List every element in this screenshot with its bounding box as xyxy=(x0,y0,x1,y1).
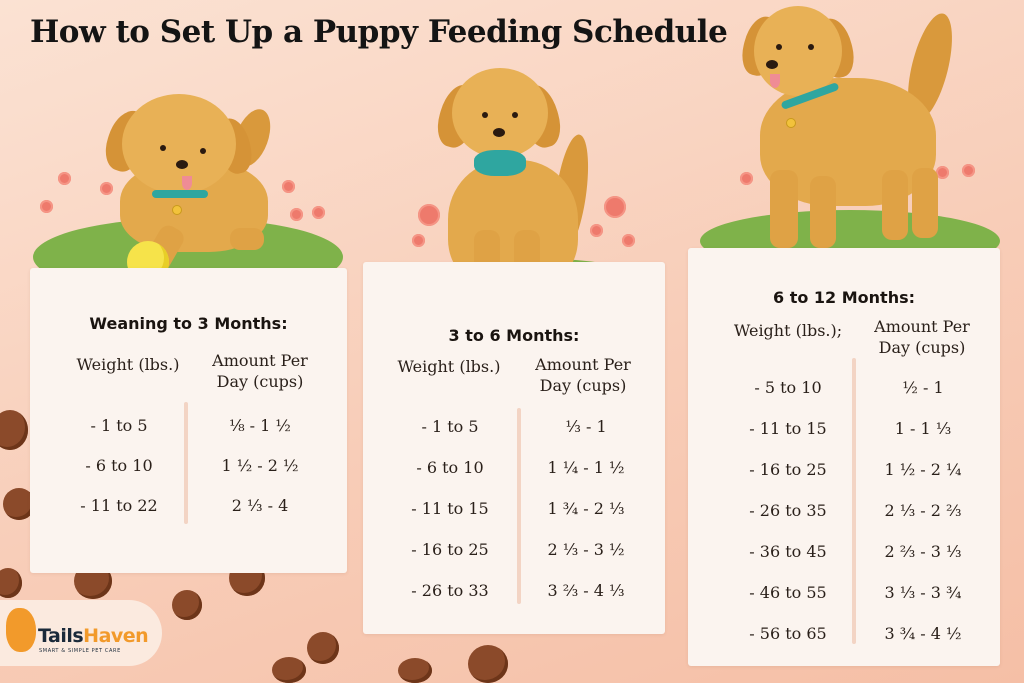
table-row: - 6 to 10 1 ¼ - 1 ½ xyxy=(363,458,665,480)
kibble-decoration xyxy=(172,590,202,620)
weight-value: - 16 to 25 xyxy=(411,540,489,559)
weight-header: Weight (lbs.) xyxy=(76,355,180,374)
flower-decoration xyxy=(936,166,949,179)
amount-header-line1: Amount Per xyxy=(212,351,308,370)
amount-value: 3 ⅔ - 4 ⅓ xyxy=(547,581,625,600)
amount-header-line2: Day (cups) xyxy=(878,338,966,357)
column-divider xyxy=(517,408,521,604)
amount-value: ½ - 1 xyxy=(902,378,944,397)
amount-value: 3 ⅓ - 3 ¾ xyxy=(884,583,962,602)
kibble-decoration xyxy=(398,658,432,683)
weight-value: - 16 to 25 xyxy=(749,460,827,479)
flower-decoration xyxy=(740,172,753,185)
amount-value: 1 ¾ - 2 ⅓ xyxy=(547,499,625,518)
weight-header: Weight (lbs.); xyxy=(733,321,843,340)
amount-header-line2: Day (cups) xyxy=(216,372,304,391)
kibble-decoration xyxy=(0,568,22,598)
table-row: - 16 to 25 2 ⅓ - 3 ½ xyxy=(363,540,665,562)
weight-header: Weight (lbs.) xyxy=(397,357,501,376)
amount-header-line1: Amount Per xyxy=(874,317,970,336)
amount-value: 2 ⅓ - 3 ½ xyxy=(547,540,625,559)
column-divider xyxy=(852,358,856,644)
amount-value: 1 - 1 ⅓ xyxy=(894,419,952,438)
table-row: - 26 to 33 3 ⅔ - 4 ⅓ xyxy=(363,581,665,603)
amount-header: Amount Per Day (cups) xyxy=(190,350,330,392)
brand-name-part1: Tails xyxy=(38,625,84,647)
flower-decoration xyxy=(590,224,603,237)
flower-decoration xyxy=(412,234,425,247)
weight-value: - 1 to 5 xyxy=(421,417,479,436)
amount-value: 1 ¼ - 1 ½ xyxy=(547,458,625,477)
amount-header-line1: Amount Per xyxy=(535,355,631,374)
flower-decoration xyxy=(312,206,325,219)
amount-value: ⅓ - 1 xyxy=(565,417,607,436)
amount-value: 2 ⅓ - 2 ⅔ xyxy=(884,501,962,520)
flower-decoration xyxy=(282,180,295,193)
table-row: - 56 to 65 3 ¾ - 4 ½ xyxy=(688,624,1000,646)
flower-decoration xyxy=(418,204,440,226)
flower-decoration xyxy=(100,182,113,195)
weight-value: - 11 to 15 xyxy=(411,499,489,518)
amount-value: 2 ⅔ - 3 ⅓ xyxy=(884,542,962,561)
table-row: - 6 to 10 1 ½ - 2 ½ xyxy=(30,456,347,478)
table-row: - 46 to 55 3 ⅓ - 3 ¾ xyxy=(688,583,1000,605)
amount-value: 1 ½ - 2 ¼ xyxy=(884,460,962,479)
weight-value: - 36 to 45 xyxy=(749,542,827,561)
weight-value: - 11 to 15 xyxy=(749,419,827,438)
card-title: 6 to 12 Months: xyxy=(772,288,915,307)
table-row: - 5 to 10 ½ - 1 xyxy=(688,378,1000,400)
kibble-decoration xyxy=(468,645,508,683)
flower-decoration xyxy=(622,234,635,247)
brand-name-part2: Haven xyxy=(83,625,149,647)
weight-value: - 26 to 33 xyxy=(411,581,489,600)
table-row: - 26 to 35 2 ⅓ - 2 ⅔ xyxy=(688,501,1000,523)
brand-name: TailsHaven xyxy=(38,625,149,647)
weight-value: - 26 to 35 xyxy=(749,501,827,520)
table-row: - 11 to 15 1 - 1 ⅓ xyxy=(688,419,1000,441)
column-divider xyxy=(184,402,188,524)
weight-value: - 6 to 10 xyxy=(416,458,484,477)
feeding-card-weaning: Weaning to 3 Months: Weight (lbs.) Amoun… xyxy=(30,268,347,573)
amount-header: Amount Per Day (cups) xyxy=(852,316,992,358)
kibble-decoration xyxy=(307,632,339,664)
flower-decoration xyxy=(604,196,626,218)
feeding-card-6-12-months: 6 to 12 Months: Weight (lbs.); Amount Pe… xyxy=(688,248,1000,666)
card-title: 3 to 6 Months: xyxy=(448,326,580,345)
weight-value: - 1 to 5 xyxy=(90,416,148,435)
kibble-decoration xyxy=(0,410,28,450)
amount-header: Amount Per Day (cups) xyxy=(513,354,653,396)
table-row: - 1 to 5 ⅓ - 1 xyxy=(363,417,665,439)
kibble-decoration xyxy=(272,657,306,683)
brand-tagline: SMART & SIMPLE PET CARE xyxy=(39,648,121,654)
card-title: Weaning to 3 Months: xyxy=(89,314,288,333)
weight-value: - 46 to 55 xyxy=(749,583,827,602)
amount-value: 2 ⅓ - 4 xyxy=(231,496,289,515)
table-row: - 36 to 45 2 ⅔ - 3 ⅓ xyxy=(688,542,1000,564)
kibble-decoration xyxy=(3,488,35,520)
table-row: - 16 to 25 1 ½ - 2 ¼ xyxy=(688,460,1000,482)
amount-value: 3 ¾ - 4 ½ xyxy=(884,624,962,643)
weight-value: - 5 to 10 xyxy=(754,378,822,397)
amount-value: ⅛ - 1 ½ xyxy=(229,416,291,435)
table-row: - 11 to 22 2 ⅓ - 4 xyxy=(30,496,347,518)
flower-decoration xyxy=(58,172,71,185)
feeding-card-3-6-months: 3 to 6 Months: Weight (lbs.) Amount Per … xyxy=(363,262,665,634)
weight-value: - 11 to 22 xyxy=(80,496,158,515)
weight-value: - 6 to 10 xyxy=(85,456,153,475)
dog-head-icon xyxy=(6,608,36,652)
table-row: - 1 to 5 ⅛ - 1 ½ xyxy=(30,416,347,438)
amount-header-line2: Day (cups) xyxy=(539,376,627,395)
weight-value: - 56 to 65 xyxy=(749,624,827,643)
flower-decoration xyxy=(962,164,975,177)
page-title: How to Set Up a Puppy Feeding Schedule xyxy=(30,14,728,50)
table-row: - 11 to 15 1 ¾ - 2 ⅓ xyxy=(363,499,665,521)
flower-decoration xyxy=(290,208,303,221)
flower-decoration xyxy=(40,200,53,213)
amount-value: 1 ½ - 2 ½ xyxy=(221,456,299,475)
